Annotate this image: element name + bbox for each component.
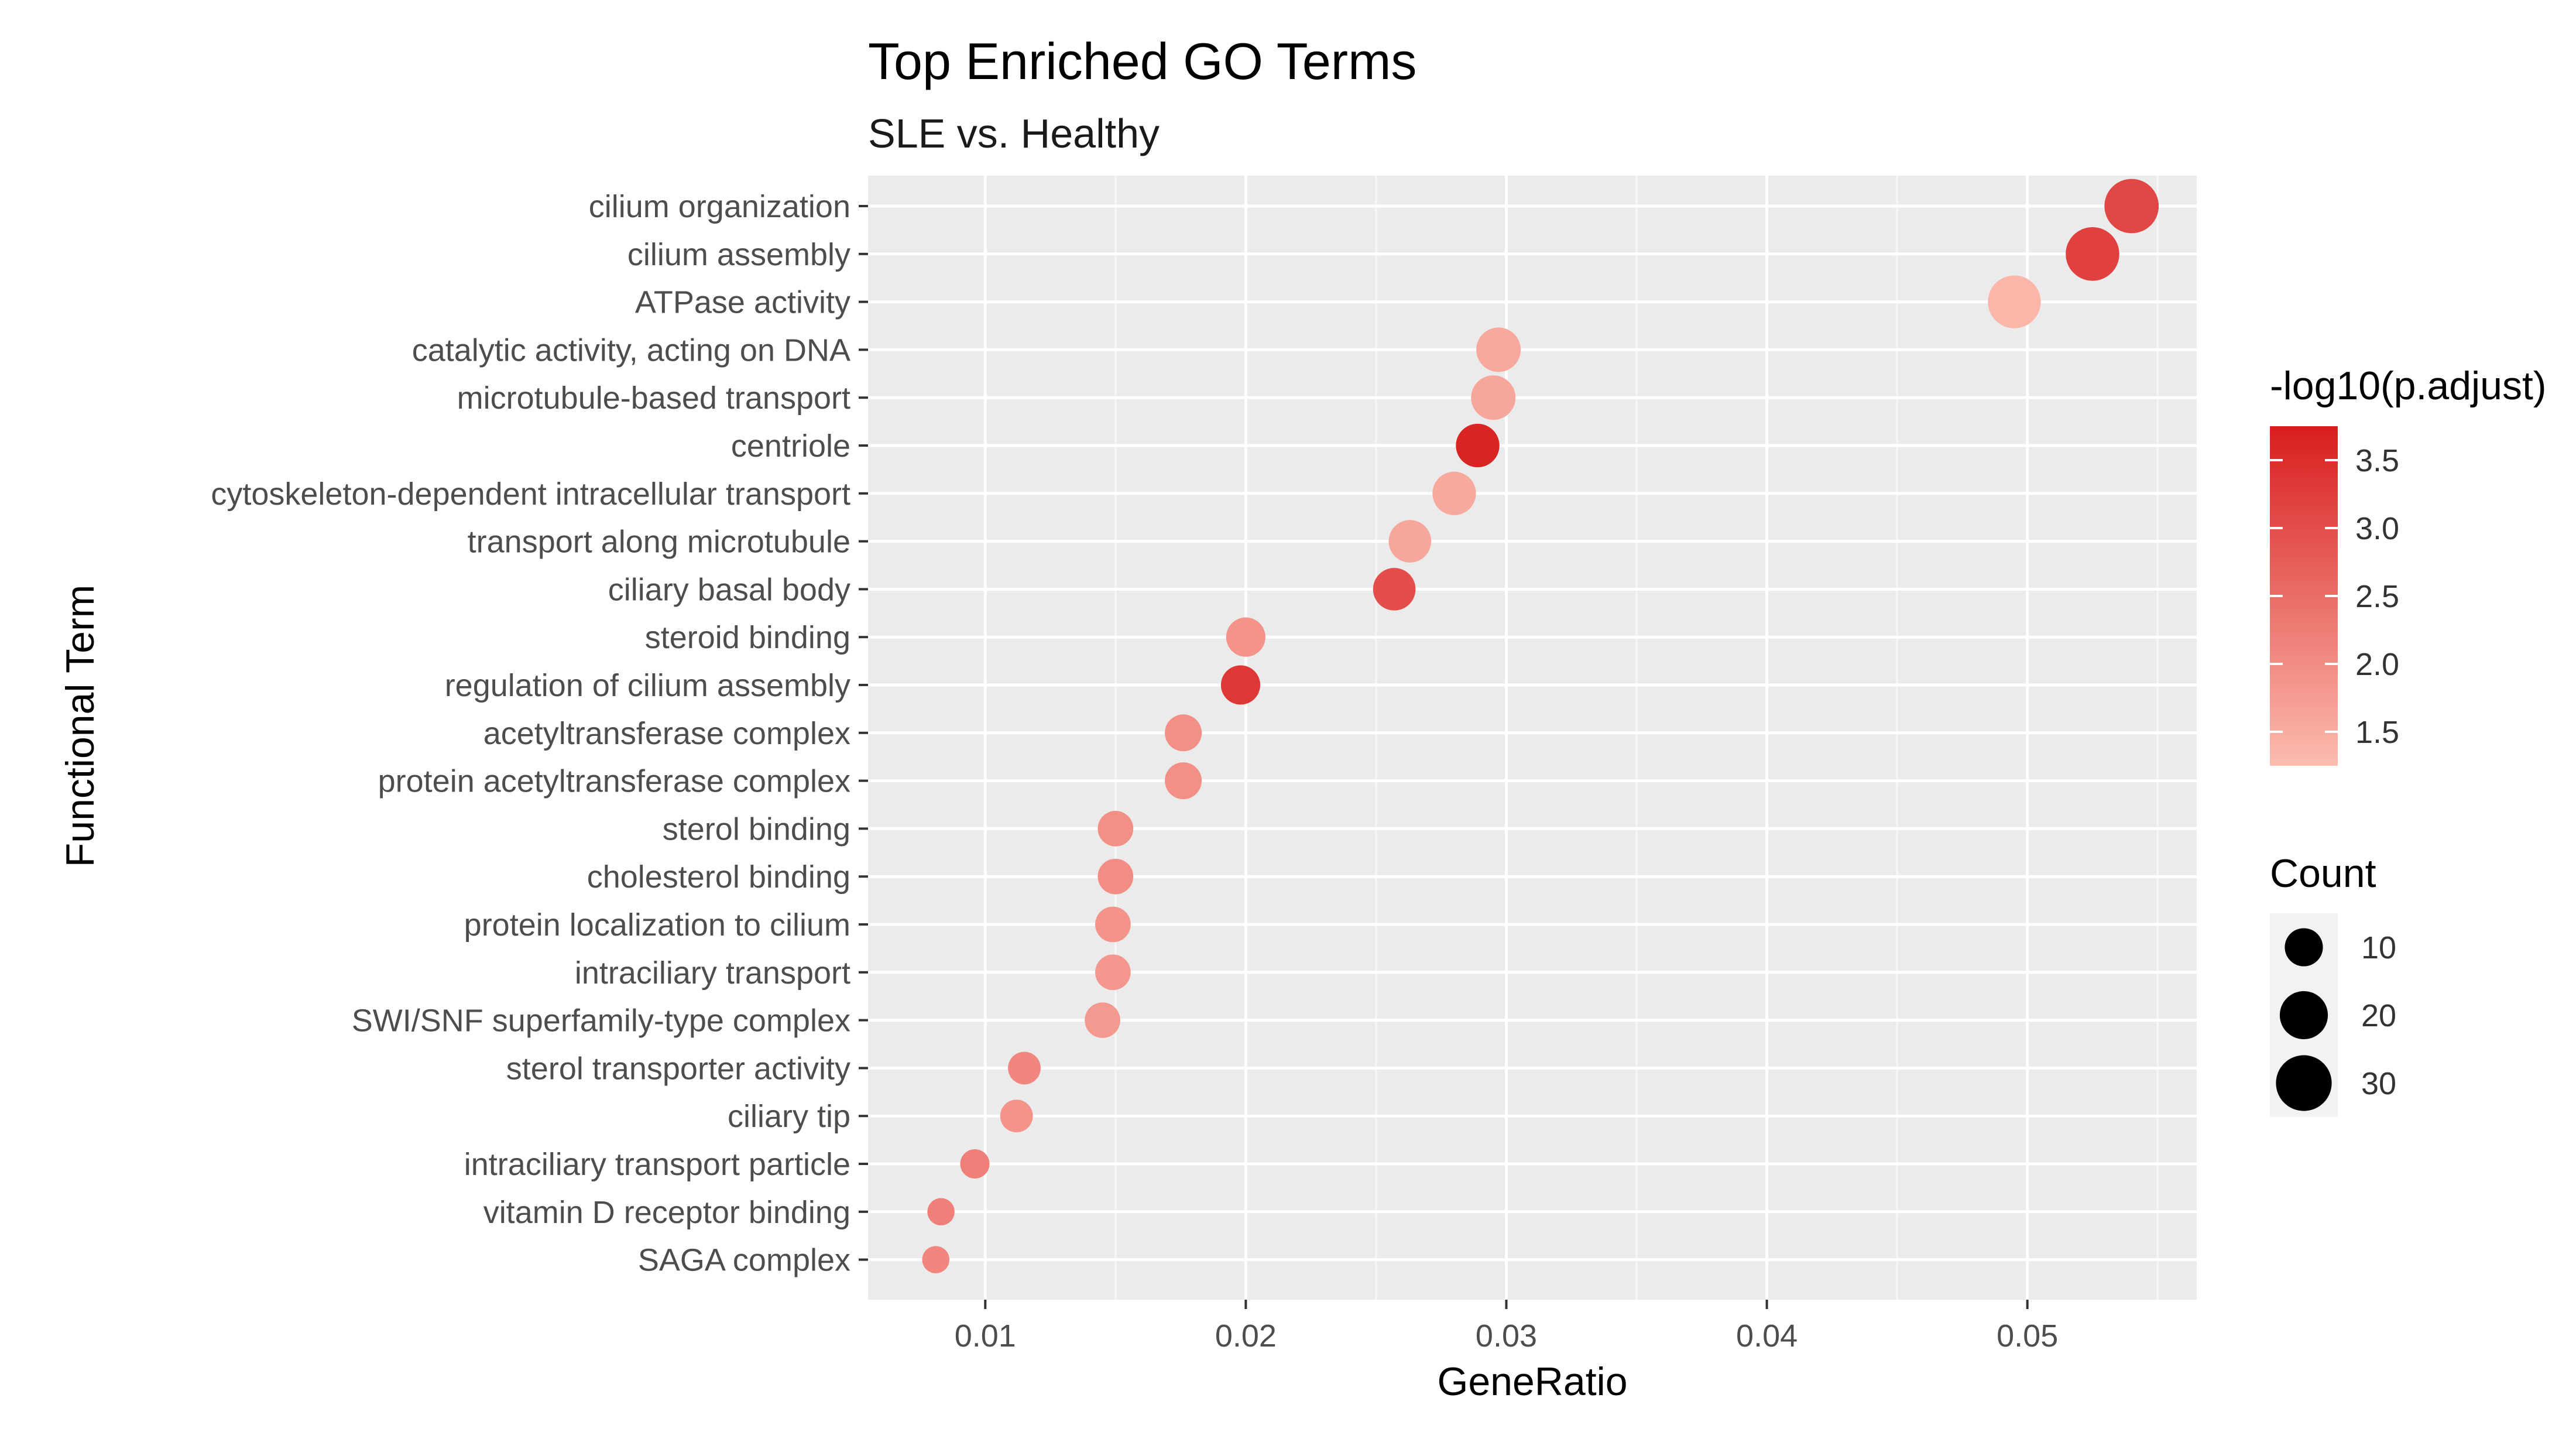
- x-tick-label: 0.03: [1476, 1318, 1537, 1354]
- point-protein-localization-to-cilium: [1095, 906, 1131, 943]
- y-label-protein-localization-to-cilium: protein localization to cilium: [464, 907, 850, 943]
- y-label-cilium-assembly: cilium assembly: [627, 237, 850, 272]
- point-sterol-transporter-activity: [1008, 1051, 1041, 1085]
- colorbar-tick-label: 3.5: [2355, 443, 2399, 478]
- point-steroid-binding: [1226, 617, 1265, 657]
- y-label-atpase-activity: ATPase activity: [635, 285, 850, 320]
- y-label-centriole: centriole: [731, 429, 850, 464]
- y-axis-labels: cilium organization cilium assembly ATPase…: [211, 189, 850, 1278]
- plot-panel: [868, 176, 2197, 1300]
- y-label-steroid-binding: steroid binding: [645, 620, 850, 655]
- x-tick-label: 0.02: [1215, 1318, 1277, 1354]
- y-label-ciliary-basal-body: ciliary basal body: [608, 572, 850, 607]
- y-label-regulation-of-cilium-assembly: regulation of cilium assembly: [445, 668, 850, 703]
- point-acetyltransferase-complex: [1165, 714, 1202, 752]
- colorbar-ticks: 1.5 2.0 2.5 3.0 3.5: [2270, 443, 2399, 750]
- y-label-intraciliary-transport: intraciliary transport: [575, 955, 850, 991]
- y-axis-title: Functional Term: [58, 585, 102, 868]
- y-label-cytoskeleton-dependent-intracellular-transport: cytoskeleton-dependent intracellular tra…: [211, 477, 850, 512]
- x-axis-ticks: [984, 1300, 2029, 1309]
- point-saga-complex: [922, 1246, 949, 1273]
- y-label-protein-acetyltransferase-complex: protein acetyltransferase complex: [378, 764, 850, 799]
- colorbar-tick-label: 2.0: [2355, 647, 2399, 682]
- x-tick-label: 0.04: [1736, 1318, 1798, 1354]
- size-key-label: 20: [2361, 998, 2396, 1033]
- y-label-ciliary-tip: ciliary tip: [728, 1099, 850, 1134]
- colorbar-tick-label: 2.5: [2355, 579, 2399, 614]
- color-legend: -log10(p.adjust) 1.5 2.0 2.5 3.0 3.5: [2270, 364, 2546, 766]
- point-swi-snf-superfamily-type-complex: [1085, 1002, 1120, 1038]
- y-label-cilium-organization: cilium organization: [589, 189, 850, 224]
- point-ciliary-basal-body: [1373, 568, 1416, 611]
- y-label-vitamin-d-receptor-binding: vitamin D receptor binding: [483, 1195, 850, 1230]
- point-atpase-activity: [1988, 275, 2041, 328]
- minor-gridlines: [1114, 176, 2159, 1300]
- point-intraciliary-transport: [1095, 954, 1131, 991]
- size-key-label: 30: [2361, 1066, 2396, 1101]
- point-intraciliary-transport-particle: [960, 1149, 990, 1179]
- x-tick-label: 0.01: [955, 1318, 1016, 1354]
- point-regulation-of-cilium-assembly: [1220, 665, 1261, 705]
- y-label-cholesterol-binding: cholesterol binding: [587, 859, 850, 895]
- y-label-transport-along-microtubule: transport along microtubule: [468, 525, 850, 560]
- size-legend: Count 10 20 30: [2270, 851, 2396, 1117]
- point-centriole: [1456, 423, 1500, 468]
- y-label-saga-complex: SAGA complex: [638, 1243, 850, 1278]
- y-label-catalytic-activity-acting-on-dna: catalytic activity, acting on DNA: [412, 333, 850, 368]
- point-catalytic-activity-acting-on-dna: [1476, 327, 1521, 372]
- major-gridlines: [868, 176, 2197, 1300]
- size-legend-items: 10 20 30: [2276, 928, 2396, 1111]
- chart-title: Top Enriched GO Terms: [868, 32, 1416, 90]
- colorbar-tick-label: 3.0: [2355, 511, 2399, 546]
- colorbar-tick-label: 1.5: [2355, 715, 2399, 750]
- y-label-sterol-transporter-activity: sterol transporter activity: [506, 1051, 850, 1086]
- color-legend-title: -log10(p.adjust): [2270, 364, 2546, 408]
- size-legend-title: Count: [2270, 851, 2376, 896]
- y-axis-ticks: [859, 205, 868, 1261]
- y-label-intraciliary-transport-particle: intraciliary transport particle: [464, 1147, 850, 1182]
- point-cytoskeleton-dependent-intracellular-transport: [1432, 471, 1476, 515]
- point-protein-acetyltransferase-complex: [1165, 762, 1202, 800]
- point-sterol-binding: [1097, 811, 1134, 847]
- y-label-acetyltransferase-complex: acetyltransferase complex: [483, 716, 850, 751]
- y-label-microtubule-based-transport: microtubule-based transport: [457, 381, 850, 416]
- size-key-label: 10: [2361, 930, 2396, 965]
- x-axis-title: GeneRatio: [1437, 1359, 1627, 1404]
- y-label-sterol-binding: sterol binding: [663, 811, 850, 847]
- chart-subtitle: SLE vs. Healthy: [868, 111, 1160, 156]
- point-cholesterol-binding: [1097, 858, 1134, 895]
- point-transport-along-microtubule: [1388, 520, 1432, 563]
- size-key-30: [2276, 1055, 2332, 1111]
- data-points: [922, 179, 2159, 1273]
- y-label-swi-snf-superfamily-type-complex: SWI/SNF superfamily-type complex: [352, 1003, 850, 1039]
- point-vitamin-d-receptor-binding: [927, 1198, 955, 1226]
- x-axis-labels: 0.01 0.02 0.03 0.04 0.05: [955, 1318, 2059, 1354]
- point-cilium-organization: [2104, 179, 2159, 234]
- point-cilium-assembly: [2066, 227, 2119, 281]
- point-microtubule-based-transport: [1471, 375, 1516, 420]
- size-key-10: [2285, 928, 2323, 967]
- size-key-20: [2279, 991, 2328, 1040]
- point-ciliary-tip: [1000, 1099, 1033, 1133]
- x-tick-label: 0.05: [1997, 1318, 2058, 1354]
